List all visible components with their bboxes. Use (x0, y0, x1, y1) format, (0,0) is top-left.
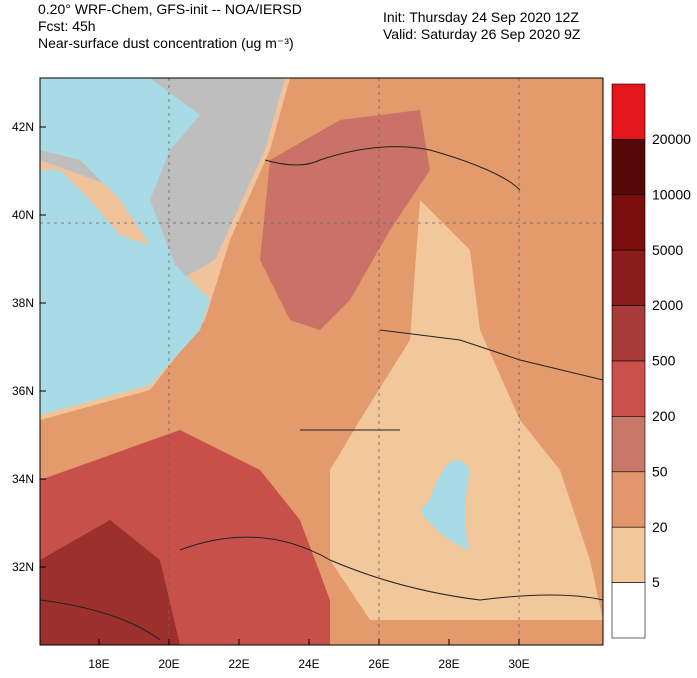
lon-label: 22E (228, 657, 249, 671)
colorbar-box (611, 83, 646, 140)
lat-label: 32N (12, 560, 34, 574)
colorbar-box (611, 526, 646, 583)
lon-label: 20E (158, 657, 179, 671)
dust-highest (40, 520, 180, 645)
header-line: Fcst: 45h (38, 18, 96, 34)
colorbar-box (611, 194, 646, 251)
colorbar: 20000 10000 5000 2000 500 200 50 20 5 (611, 83, 691, 639)
header-line: Init: Thursday 24 Sep 2020 12Z (383, 9, 579, 25)
lat-label: 42N (12, 120, 34, 134)
colorbar-label: 10000 (652, 186, 691, 202)
map (39, 77, 604, 646)
lon-label: 30E (508, 657, 529, 671)
lat-label: 38N (12, 296, 34, 310)
colorbar-label: 5 (652, 574, 660, 590)
header-line: 0.20° WRF-Chem, GFS-init -- NOA/IERSD (38, 1, 302, 17)
lat-label: 36N (12, 384, 34, 398)
sea (40, 78, 210, 415)
colorbar-label: 500 (652, 353, 676, 369)
colorbar-label: 50 (652, 463, 668, 479)
coastlines (39, 146, 604, 641)
graticule (40, 78, 603, 645)
colorbar-box (611, 582, 646, 639)
colorbar-box (611, 249, 646, 306)
colorbar-label: 5000 (652, 242, 683, 258)
header-line: Near-surface dust concentration (ug m⁻³) (38, 35, 294, 51)
dust-low-east (330, 200, 603, 620)
header-left: 0.20° WRF-Chem, GFS-init -- NOA/IERSDFcs… (38, 1, 302, 51)
colorbar-box (611, 360, 646, 417)
colorbar-label: 20000 (652, 131, 691, 147)
lon-label: 24E (298, 657, 319, 671)
colorbar-box (611, 416, 646, 473)
colorbar-label: 200 (652, 408, 676, 424)
lon-label: 28E (438, 657, 459, 671)
colorbar-box (611, 471, 646, 528)
lon-label: 18E (88, 657, 109, 671)
header-line: Valid: Saturday 26 Sep 2020 9Z (383, 26, 581, 42)
map-frame (39, 77, 604, 646)
lon-label: 26E (368, 657, 389, 671)
lake (420, 460, 470, 550)
colorbar-box (611, 305, 646, 362)
axes: 42N 40N 38N 36N 34N 32N 18E 20E 22E 24E 26E 28E 30E (12, 120, 530, 671)
colorbar-box (611, 139, 646, 196)
lat-label: 34N (12, 472, 34, 486)
colorbar-label: 2000 (652, 297, 683, 313)
colorbar-label: 20 (652, 519, 668, 535)
lat-label: 40N (12, 208, 34, 222)
